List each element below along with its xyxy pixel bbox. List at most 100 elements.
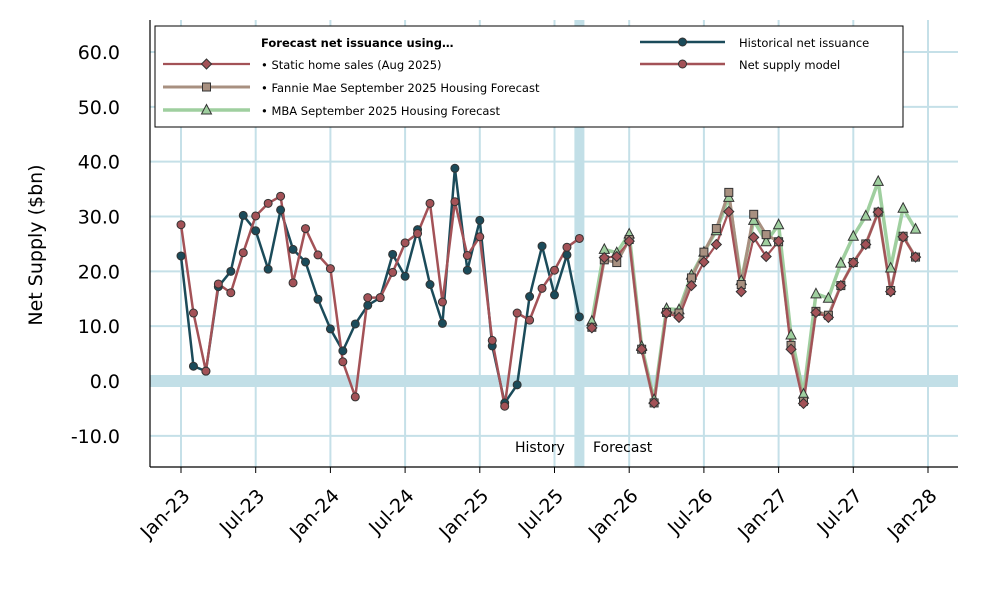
y-tick-label: 20.0 (78, 261, 120, 283)
x-tick-label: Jan-24 (285, 485, 344, 544)
data-point-static (797, 397, 810, 410)
data-point-fannie (749, 209, 759, 219)
zero-line-band (150, 375, 958, 387)
data-point-historical (550, 290, 559, 300)
data-point-static (835, 279, 847, 292)
data-point-model (301, 224, 310, 234)
data-point-mba (847, 229, 860, 241)
data-point-static (673, 311, 685, 324)
data-point-model (263, 198, 273, 208)
legend-label-historical: Historical net issuance (739, 36, 869, 50)
data-point-static (909, 251, 922, 263)
data-point-model (375, 293, 385, 303)
data-point-historical (313, 294, 323, 304)
data-point-static (698, 256, 710, 268)
data-point-static (660, 307, 673, 319)
data-point-model (338, 357, 348, 367)
data-point-static (723, 205, 735, 218)
series-markers (176, 163, 922, 411)
data-point-mba (747, 213, 760, 225)
data-point-static (623, 235, 635, 247)
history-annotation: History (515, 440, 565, 456)
legend-label-model: Net supply model (739, 58, 840, 72)
data-point-model (325, 264, 335, 274)
series-markers-model (176, 191, 584, 411)
series-line-historical (179, 167, 581, 405)
data-point-model (276, 191, 286, 201)
data-point-static (611, 250, 623, 263)
series-lines (179, 167, 918, 408)
x-tick-label: Jul-27 (812, 485, 866, 539)
data-point-mba (884, 261, 897, 273)
data-point-static (760, 250, 772, 263)
data-point-static (598, 251, 611, 264)
data-point-historical (400, 271, 410, 281)
data-point-historical (226, 266, 236, 276)
data-point-model (288, 278, 298, 288)
data-point-historical (574, 312, 584, 322)
x-tick-label: Jul-25 (514, 485, 568, 539)
data-point-static (897, 231, 909, 243)
data-point-model (512, 308, 522, 318)
legend-marker-static (200, 58, 213, 70)
data-point-model (550, 265, 559, 275)
data-point-model (226, 288, 236, 298)
x-tick-label: Jan-23 (136, 485, 195, 544)
data-point-model (313, 250, 323, 260)
y-tick-label: 40.0 (78, 152, 120, 174)
legend: Forecast net issuance using… • Static ho… (154, 25, 904, 128)
data-point-static (872, 206, 884, 218)
data-point-model (238, 248, 248, 258)
x-tick-label: Jan-25 (434, 485, 493, 544)
data-point-model (251, 211, 261, 221)
data-point-mba (872, 174, 885, 186)
data-point-static (710, 238, 723, 251)
x-tick-label: Jan-28 (883, 485, 942, 544)
data-point-model (363, 293, 373, 303)
legend-marker-fannie (202, 82, 211, 92)
y-axis-label: Net Supply ($bn) (25, 164, 47, 325)
data-point-historical (251, 226, 261, 236)
data-point-mba (909, 222, 922, 234)
data-point-fannie (699, 247, 709, 257)
legend-marker-model (678, 59, 687, 69)
data-point-static (785, 343, 797, 355)
data-point-model (176, 220, 186, 230)
data-point-static (735, 285, 747, 298)
forecast-annotation: Forecast (593, 440, 653, 456)
data-point-historical (462, 265, 472, 275)
data-point-static (884, 285, 897, 298)
data-point-model (425, 198, 435, 208)
data-point-mba (835, 256, 847, 268)
data-point-static (772, 235, 785, 247)
data-point-historical (338, 346, 348, 356)
data-point-historical (288, 244, 298, 254)
x-tick-label: Jan-26 (584, 485, 643, 544)
data-point-model (525, 315, 535, 325)
legend-marker-historical (678, 37, 687, 47)
data-point-historical (537, 241, 547, 251)
data-point-fannie (761, 230, 771, 240)
data-point-historical (437, 318, 447, 328)
y-tick-label: -10.0 (71, 426, 120, 448)
data-point-historical (450, 163, 460, 173)
y-tick-label: 0.0 (90, 371, 120, 393)
legend-label-static: • Static home sales (Aug 2025) (261, 58, 442, 72)
data-point-model (400, 238, 410, 248)
data-point-mba (772, 218, 785, 230)
y-tick-label: 10.0 (78, 316, 120, 338)
data-point-model (437, 297, 447, 307)
x-tick-label: Jul-24 (364, 485, 418, 539)
data-point-model (462, 250, 472, 260)
series-markers-static (586, 205, 922, 410)
data-point-fannie (724, 187, 734, 197)
data-point-historical (263, 264, 273, 274)
data-point-static (586, 322, 598, 334)
data-point-model (201, 366, 211, 376)
data-point-historical (425, 279, 435, 289)
data-point-historical (388, 249, 398, 259)
data-point-model (413, 229, 423, 239)
legend-marker-mba (200, 103, 213, 115)
history-forecast-divider (574, 20, 585, 467)
